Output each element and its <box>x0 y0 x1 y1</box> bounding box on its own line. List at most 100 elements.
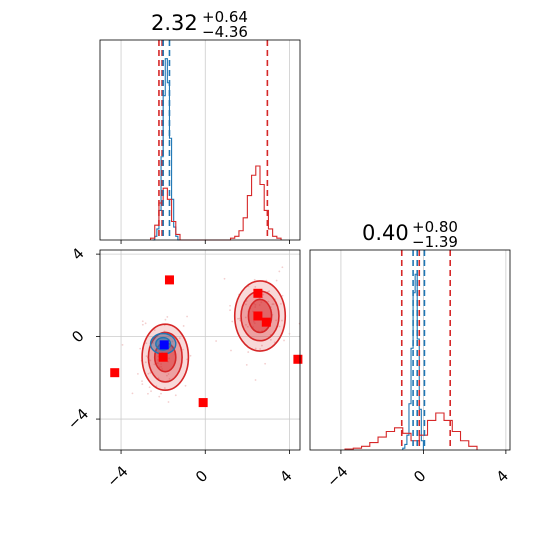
sample-dot <box>167 373 170 375</box>
tick-marks <box>120 240 290 244</box>
quantile-lines <box>400 250 452 450</box>
sample-dot <box>238 317 241 320</box>
sample-dot <box>281 294 284 297</box>
sample-dot <box>160 392 162 395</box>
sample-dot <box>245 323 247 326</box>
sample-dot <box>254 306 257 308</box>
red-sample-marker <box>261 317 271 327</box>
tick-marks <box>340 450 507 454</box>
sample-dot <box>189 354 192 357</box>
sample-dot <box>121 343 124 346</box>
sample-dot <box>253 322 256 325</box>
sample-dot <box>141 323 144 326</box>
sample-dot <box>252 326 255 328</box>
sample-dot <box>275 319 277 322</box>
sample-dot <box>182 348 184 351</box>
axes-frame <box>309 249 511 451</box>
sample-dot <box>260 301 263 304</box>
sample-dot <box>186 358 188 361</box>
red-sample-marker <box>198 398 208 408</box>
sample-dot <box>254 347 257 350</box>
sample-dot <box>156 362 159 365</box>
sample-dot <box>259 348 262 350</box>
sample-dot <box>145 342 148 345</box>
sample-dot <box>278 325 281 328</box>
red-sample-marker <box>110 368 120 378</box>
sample-dot <box>166 374 168 377</box>
sample-dot <box>153 329 156 332</box>
red-sample-marker <box>293 354 303 364</box>
sample-dot <box>254 379 257 381</box>
quantile-lines <box>158 40 269 240</box>
sample-dot <box>167 401 170 403</box>
sample-dot <box>264 362 267 365</box>
sample-dot <box>230 349 232 352</box>
sample-dot <box>251 310 254 313</box>
title-subscript: −4.36 <box>202 23 248 41</box>
sample-dot <box>245 363 248 366</box>
sample-dot <box>144 322 147 325</box>
red-sample-marker <box>253 311 263 321</box>
sample-dot <box>157 377 160 380</box>
sample-dot <box>149 359 152 362</box>
sample-dot <box>178 337 181 340</box>
sample-dot <box>145 355 148 358</box>
axes-frame <box>99 39 301 241</box>
sample-markers <box>110 275 303 408</box>
sample-dot <box>253 278 256 281</box>
axes-frame <box>99 249 301 451</box>
sample-dot <box>141 380 143 383</box>
sample-dot <box>215 340 218 342</box>
sample-dot <box>174 394 177 397</box>
sample-dot <box>237 317 239 320</box>
sample-dot <box>157 359 159 361</box>
sample-dot <box>254 285 257 288</box>
sample-dot <box>223 277 226 280</box>
sample-dot <box>147 372 150 375</box>
sample-dot <box>258 304 261 306</box>
sample-dot <box>141 383 144 386</box>
sample-dot <box>148 386 151 389</box>
sample-dot <box>153 363 156 366</box>
sample-dot <box>161 368 164 370</box>
sample-dot <box>231 320 234 323</box>
sample-dot <box>160 365 163 368</box>
grid <box>100 250 300 450</box>
sample-dot <box>163 387 166 389</box>
blue-sample-marker <box>159 340 169 350</box>
sample-dot <box>168 377 171 380</box>
sample-dot <box>244 316 247 319</box>
sample-dot <box>168 357 170 360</box>
histogram-series <box>344 412 478 450</box>
sample-dot <box>229 304 231 307</box>
sample-dot <box>150 390 152 393</box>
red-sample-marker <box>158 352 168 362</box>
sample-dot <box>281 266 284 269</box>
sample-dot <box>144 361 147 364</box>
sample-dot <box>269 338 272 341</box>
sample-dot <box>288 332 291 335</box>
title-main: 2.32 <box>151 11 198 35</box>
sample-dot <box>141 320 144 323</box>
sample-dot <box>279 302 282 305</box>
sample-dot <box>278 270 281 273</box>
sample-dot <box>171 340 174 343</box>
title-superscript: +0.80 <box>412 218 458 236</box>
grid <box>340 250 507 450</box>
sample-dot <box>186 315 188 318</box>
sample-dot <box>268 290 271 293</box>
sample-dot <box>149 371 152 374</box>
sample-dot <box>254 303 257 306</box>
sample-dot <box>283 339 285 342</box>
tick-marks <box>96 253 290 454</box>
title-superscript: +0.64 <box>202 8 248 26</box>
title-main: 0.40 <box>362 221 409 245</box>
red-sample-marker <box>164 275 174 285</box>
sample-dot <box>246 325 249 328</box>
sample-dot <box>160 363 162 365</box>
sample-dot <box>261 344 263 347</box>
sample-dot <box>275 279 278 282</box>
sample-dot <box>245 303 247 306</box>
